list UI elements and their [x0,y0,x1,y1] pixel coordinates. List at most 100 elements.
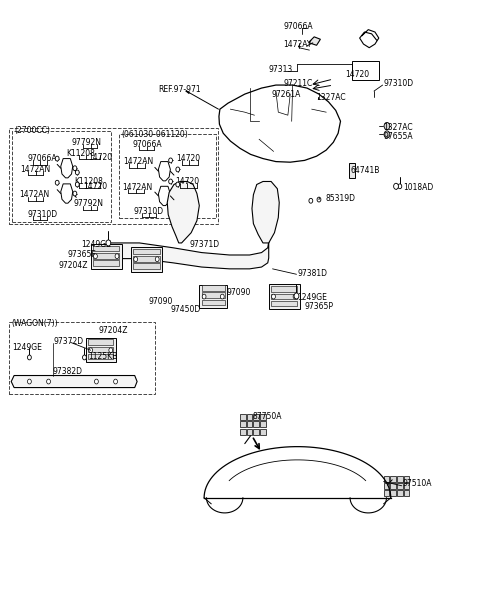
FancyBboxPatch shape [253,429,259,434]
FancyBboxPatch shape [397,490,403,496]
Circle shape [156,257,159,262]
Polygon shape [158,186,170,205]
Text: 97381D: 97381D [298,269,327,278]
Text: 97510A: 97510A [403,480,432,489]
Circle shape [55,180,59,185]
FancyBboxPatch shape [133,263,159,269]
FancyBboxPatch shape [271,294,298,299]
Text: 97310D: 97310D [134,207,164,216]
Text: 97211C: 97211C [283,79,312,88]
Polygon shape [252,181,279,243]
Text: 14720: 14720 [345,70,370,79]
Polygon shape [110,242,269,269]
Circle shape [27,379,31,384]
FancyBboxPatch shape [247,422,252,428]
Circle shape [384,131,390,138]
FancyBboxPatch shape [86,338,116,362]
Circle shape [73,191,77,196]
Circle shape [95,379,98,384]
Circle shape [176,182,180,187]
Circle shape [168,158,172,163]
Text: K11208: K11208 [74,177,103,186]
Circle shape [272,294,276,299]
Circle shape [202,294,206,299]
Text: (2700CC): (2700CC) [14,126,50,135]
Text: 1249GE: 1249GE [81,240,111,249]
Text: 97261A: 97261A [271,89,300,98]
Text: 97310D: 97310D [384,79,414,88]
Text: 97204Z: 97204Z [58,262,88,271]
Text: 1249GE: 1249GE [298,293,327,301]
Polygon shape [310,37,321,45]
Text: 87750A: 87750A [253,412,282,421]
Circle shape [89,348,93,353]
FancyBboxPatch shape [199,285,227,308]
Text: 97090: 97090 [148,298,172,306]
Text: 97090: 97090 [227,289,251,297]
FancyBboxPatch shape [390,483,396,489]
Text: 85319D: 85319D [325,194,355,203]
FancyBboxPatch shape [93,260,120,266]
FancyBboxPatch shape [397,483,403,489]
Text: 97365F: 97365F [68,251,96,260]
FancyBboxPatch shape [93,246,120,251]
Circle shape [106,240,111,246]
FancyBboxPatch shape [404,483,409,489]
Circle shape [55,156,59,161]
FancyBboxPatch shape [202,285,225,291]
FancyBboxPatch shape [260,422,266,428]
FancyBboxPatch shape [384,483,389,489]
Circle shape [27,355,31,360]
Circle shape [114,379,118,384]
FancyBboxPatch shape [260,414,266,420]
Circle shape [394,183,398,189]
FancyBboxPatch shape [404,490,409,496]
FancyBboxPatch shape [260,429,266,434]
Text: 97371D: 97371D [190,240,220,249]
Text: REF.97-971: REF.97-971 [158,85,201,94]
FancyBboxPatch shape [271,301,298,306]
FancyBboxPatch shape [133,256,159,262]
Polygon shape [61,159,73,178]
FancyBboxPatch shape [202,300,225,305]
Circle shape [220,294,224,299]
FancyBboxPatch shape [240,414,246,420]
Text: 1472AN: 1472AN [123,157,153,166]
Circle shape [115,254,119,259]
Circle shape [398,184,402,188]
FancyBboxPatch shape [253,414,259,420]
Text: 97792N: 97792N [72,138,102,147]
Text: 97066A: 97066A [132,140,162,149]
Circle shape [384,123,390,130]
FancyBboxPatch shape [133,249,159,254]
FancyBboxPatch shape [404,475,409,481]
Text: 14720: 14720 [84,182,108,191]
Text: 14720: 14720 [175,177,200,186]
Text: (WAGON(7)): (WAGON(7)) [11,319,58,328]
Text: 97372D: 97372D [53,336,84,345]
Circle shape [75,170,79,175]
Text: 14720: 14720 [88,153,112,162]
Circle shape [317,197,321,202]
FancyBboxPatch shape [131,246,162,272]
Polygon shape [158,162,170,181]
Polygon shape [219,85,340,162]
Circle shape [317,97,320,101]
FancyBboxPatch shape [88,354,113,359]
Text: 97066A: 97066A [283,22,312,31]
Circle shape [73,166,77,171]
Circle shape [176,167,180,172]
Polygon shape [11,376,137,388]
FancyBboxPatch shape [384,490,389,496]
FancyBboxPatch shape [240,429,246,434]
Text: 1327AC: 1327AC [384,123,413,132]
FancyBboxPatch shape [384,475,389,481]
Circle shape [283,89,293,101]
Circle shape [83,355,86,360]
Text: K11208: K11208 [67,149,96,158]
Circle shape [294,293,299,299]
Text: 1472AN: 1472AN [20,165,50,174]
Circle shape [293,294,297,299]
Circle shape [94,254,97,259]
Text: 1472AN: 1472AN [19,190,49,199]
